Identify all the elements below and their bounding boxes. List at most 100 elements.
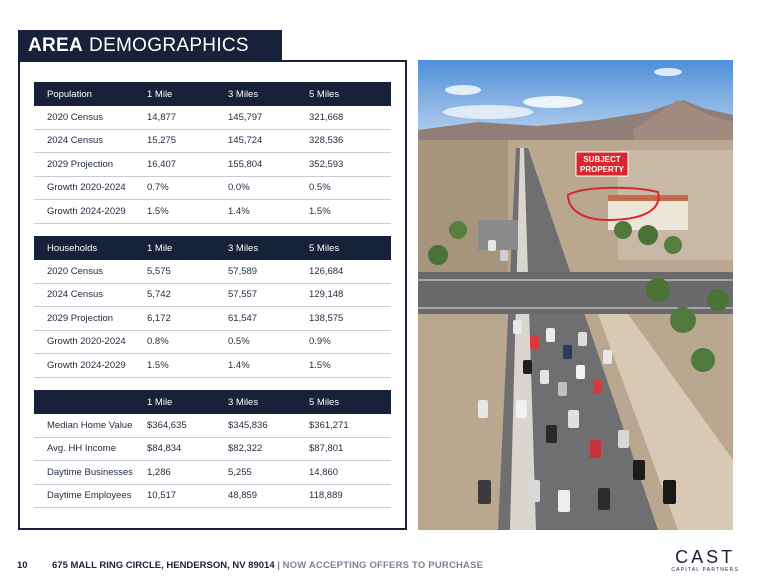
row-label: Growth 2024-2029	[47, 359, 126, 371]
cell-5-miles: 118,889	[309, 490, 343, 502]
row-label: Median Home Value	[47, 419, 133, 431]
cell-3-miles: $82,322	[228, 443, 263, 455]
header-cell: 3 Miles	[228, 88, 259, 100]
cell-5-miles: 126,684	[309, 265, 344, 277]
cell-1-mile: 0.8%	[147, 336, 169, 348]
population-table: Population 1 Mile 3 Miles 5 Miles 2020 C…	[34, 82, 391, 224]
row-label: 2020 Census	[47, 265, 103, 277]
table-row: Growth 2020-2024 0.7% 0.0% 0.5%	[34, 177, 391, 200]
footer-separator: |	[277, 559, 280, 571]
table-row: 2024 Census 15,275 145,724 328,536	[34, 130, 391, 153]
row-label: 2020 Census	[47, 111, 103, 123]
row-label: 2024 Census	[47, 289, 103, 301]
traffic-cars	[478, 240, 676, 512]
cell-1-mile: 0.7%	[147, 182, 169, 194]
section-title: AREA DEMOGRAPHICS	[18, 30, 282, 62]
cell-1-mile: 16,407	[147, 158, 177, 170]
subject-label-line2: PROPERTY	[580, 165, 625, 174]
table-row: 2020 Census 14,877 145,797 321,668	[34, 106, 391, 130]
cell-3-miles: 155,804	[228, 158, 263, 170]
subject-label-line1: SUBJECT	[583, 155, 620, 164]
row-label: Growth 2024-2029	[47, 205, 126, 217]
cell-1-mile: 10,517	[147, 490, 177, 502]
header-cell: 5 Miles	[309, 88, 340, 100]
footer-tagline: NOW ACCEPTING OFFERS TO PURCHASE	[282, 559, 484, 571]
cell-3-miles: 57,589	[228, 265, 258, 277]
cell-1-mile: 5,742	[147, 289, 171, 301]
logo-name: CAST	[675, 547, 736, 567]
logo-subtitle: CAPITAL PARTNERS	[671, 567, 739, 573]
property-address-line: 675 MALL RING CIRCLE, HENDERSON, NV 8901…	[52, 560, 483, 571]
cell-3-miles: 145,724	[228, 135, 263, 147]
cell-1-mile: 15,275	[147, 135, 177, 147]
cell-1-mile: 6,172	[147, 312, 171, 324]
cell-3-miles: 0.5%	[228, 336, 250, 348]
cell-5-miles: 328,536	[309, 135, 344, 147]
cell-5-miles: 1.5%	[309, 205, 331, 217]
cell-5-miles: 0.5%	[309, 182, 331, 194]
header-cell: 3 Miles	[228, 396, 259, 408]
header-cell: 5 Miles	[309, 242, 340, 254]
households-table: Households 1 Mile 3 Miles 5 Miles 2020 C…	[34, 236, 391, 378]
cell-3-miles: $345,836	[228, 419, 268, 431]
cell-3-miles: 1.4%	[228, 205, 250, 217]
row-label: Daytime Businesses	[47, 466, 134, 478]
table-row: 2024 Census 5,742 57,557 129,148	[34, 284, 391, 307]
cell-1-mile: 1,286	[147, 466, 171, 478]
row-label: Daytime Employees	[47, 490, 132, 502]
header-cell: Population	[47, 88, 92, 100]
table-row: Growth 2020-2024 0.8% 0.5% 0.9%	[34, 331, 391, 354]
cell-1-mile: $364,635	[147, 419, 187, 431]
cell-3-miles: 57,557	[228, 289, 258, 301]
cell-1-mile: 1.5%	[147, 359, 169, 371]
table-row: Growth 2024-2029 1.5% 1.4% 1.5%	[34, 354, 391, 378]
table-header: Population 1 Mile 3 Miles 5 Miles	[34, 82, 391, 106]
cell-3-miles: 48,859	[228, 490, 258, 502]
cell-3-miles: 1.4%	[228, 359, 250, 371]
brand-logo: CAST CAPITAL PARTNERS	[671, 548, 739, 574]
row-label: Growth 2020-2024	[47, 336, 126, 348]
cell-5-miles: 352,593	[309, 158, 344, 170]
header-cell: 5 Miles	[309, 396, 340, 408]
table-row: 2020 Census 5,575 57,589 126,684	[34, 260, 391, 284]
cell-3-miles: 61,547	[228, 312, 258, 324]
table-row: 2029 Projection 6,172 61,547 138,575	[34, 307, 391, 331]
row-label: 2024 Census	[47, 135, 103, 147]
table-row: Growth 2024-2029 1.5% 1.4% 1.5%	[34, 200, 391, 224]
cell-1-mile: 1.5%	[147, 205, 169, 217]
demographics-panel: Population 1 Mile 3 Miles 5 Miles 2020 C…	[18, 60, 407, 530]
header-cell: 1 Mile	[147, 396, 173, 408]
cell-1-mile: 14,877	[147, 111, 177, 123]
cell-1-mile: 5,575	[147, 265, 171, 277]
cell-5-miles: 0.9%	[309, 336, 331, 348]
row-label: 2029 Projection	[47, 158, 114, 170]
title-bold: AREA	[28, 35, 84, 56]
table-row: Daytime Businesses 1,286 5,255 14,860	[34, 461, 391, 485]
header-cell: 1 Mile	[147, 88, 173, 100]
title-light: DEMOGRAPHICS	[89, 35, 249, 56]
table-row: 2029 Projection 16,407 155,804 352,593	[34, 153, 391, 177]
table-row: Avg. HH Income $84,834 $82,322 $87,801	[34, 438, 391, 461]
cell-3-miles: 5,255	[228, 466, 252, 478]
cell-5-miles: 14,860	[309, 466, 339, 478]
cell-5-miles: $361,271	[309, 419, 349, 431]
cell-3-miles: 145,797	[228, 111, 263, 123]
row-label: 2029 Projection	[47, 312, 114, 324]
aerial-photo: SUBJECT PROPERTY	[418, 60, 733, 530]
cell-5-miles: 1.5%	[309, 359, 331, 371]
row-label: Avg. HH Income	[47, 443, 116, 455]
cell-5-miles: 321,668	[309, 111, 344, 123]
cell-5-miles: 138,575	[309, 312, 344, 324]
cell-5-miles: 129,148	[309, 289, 344, 301]
page-footer: 10 675 MALL RING CIRCLE, HENDERSON, NV 8…	[0, 550, 761, 580]
cell-3-miles: 0.0%	[228, 182, 250, 194]
property-address: 675 MALL RING CIRCLE, HENDERSON, NV 8901…	[52, 559, 275, 571]
table-header: Households 1 Mile 3 Miles 5 Miles	[34, 236, 391, 260]
cell-1-mile: $84,834	[147, 443, 182, 455]
cell-5-miles: $87,801	[309, 443, 344, 455]
header-cell: Households	[47, 242, 98, 254]
table-row: Daytime Employees 10,517 48,859 118,889	[34, 485, 391, 508]
row-label: Growth 2020-2024	[47, 182, 126, 194]
income-table: 1 Mile 3 Miles 5 Miles Median Home Value…	[34, 390, 391, 508]
table-header: 1 Mile 3 Miles 5 Miles	[34, 390, 391, 414]
